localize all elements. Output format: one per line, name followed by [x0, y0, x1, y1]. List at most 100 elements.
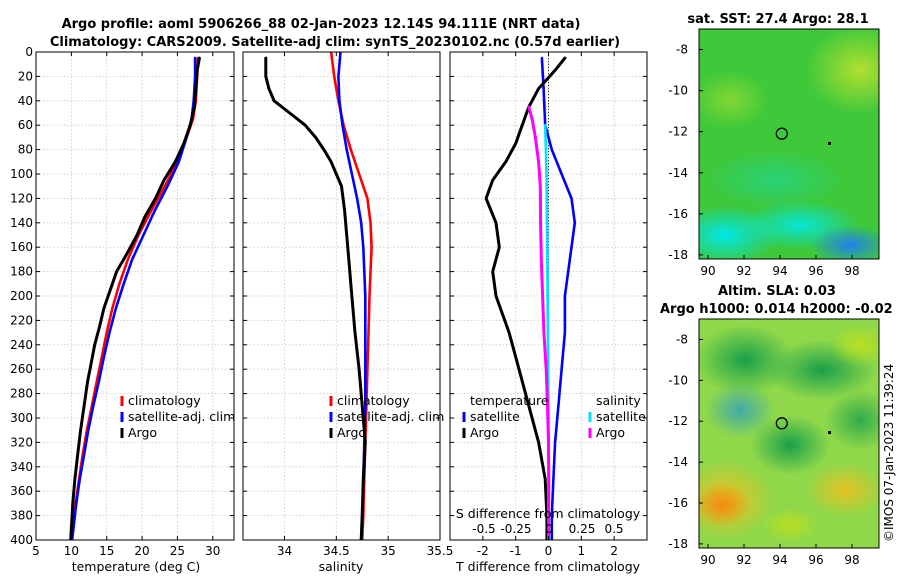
map-y-tick-label: -16 — [668, 496, 688, 510]
temperature-panel: 5 10 15 20 25 3002040608010012014016018020022… — [10, 45, 235, 558]
difference-legend: temperature salinity satellite Argo sate… — [462, 393, 646, 440]
map-y-tick-label: -16 — [668, 207, 688, 221]
temperature-legend: climatology satellite-adj. clim Argo — [120, 393, 235, 440]
series-line-temperature-satellite — [540, 56, 577, 540]
y-tick-label: 60 — [18, 118, 33, 132]
x-tick-label: 34 — [277, 544, 292, 558]
x-tick-label: 25 — [170, 544, 185, 558]
y-tick-label: 260 — [10, 362, 33, 376]
salinity-xlabel: salinity — [319, 559, 364, 574]
legend-label-argo: Argo — [128, 425, 157, 440]
sla-high-patch — [830, 323, 879, 367]
y-tick-label: 180 — [10, 265, 33, 279]
series-line-argo — [264, 56, 367, 540]
y-tick-label: 380 — [10, 509, 33, 523]
sst-map-axes: 90 92 94 96 98 -8 -10 -12 -14 -16 -18 — [668, 43, 859, 278]
x-tick-label: 30 — [205, 544, 220, 558]
legend-label-climatology: climatology — [128, 393, 201, 408]
sst-argo-marker — [775, 127, 788, 140]
y-tick-label: 100 — [10, 167, 33, 181]
legend-header-temperature: temperature — [470, 393, 549, 408]
sla-argo-marker — [775, 417, 788, 430]
legend-label-satellite: satellite-adj. clim — [337, 409, 444, 424]
y-tick-label: 120 — [10, 191, 33, 205]
map-x-tick-label: 92 — [736, 264, 751, 278]
legend-label-t-satellite: satellite — [470, 409, 520, 424]
map-x-tick-label: 98 — [844, 264, 859, 278]
top-tick: 0.5 — [604, 522, 623, 536]
y-tick-label: 0 — [25, 45, 33, 59]
salinity-panel: 34 34.5 35 35.5 — [242, 51, 453, 558]
x-tick-label: -2 — [477, 544, 489, 558]
sla-high-patch — [805, 462, 879, 518]
sla-peak-patch — [699, 483, 750, 527]
sst-warm-patch — [805, 29, 879, 115]
series-group — [69, 56, 201, 540]
series-line-satellite-adj-clim — [70, 56, 197, 540]
map-y-tick-label: -14 — [668, 166, 688, 180]
y-tick-label: 280 — [10, 387, 33, 401]
sst-map-frame — [698, 28, 880, 260]
series-line-salinity-argo — [527, 105, 551, 540]
legend-label-s-argo: Argo — [596, 425, 625, 440]
x-tick-label: 10 — [64, 544, 79, 558]
difference-top-ticks: -0.5 -0.25 0 0.25 0.5 — [472, 522, 623, 536]
x-tick-label: 2 — [610, 544, 618, 558]
series-group — [264, 52, 373, 540]
x-tick-label: 5 — [32, 544, 40, 558]
map-x-tick-label: 94 — [772, 264, 787, 278]
y-tick-label: 240 — [10, 338, 33, 352]
imos-timestamp: ©IMOS 07-Jan-2023 11:39:24 — [882, 364, 896, 542]
salinity-legend: climatology satellite-adj. clim Argo — [329, 393, 444, 440]
legend-label-argo: Argo — [337, 425, 366, 440]
sla-map-title-line2: Argo h1000: 0.014 h2000: -0.02 — [660, 302, 893, 317]
sla-map-axes: 90 92 94 96 98 -8 -10 -12 -14 -16 -18 — [668, 332, 859, 567]
y-tick-label: 400 — [10, 533, 33, 547]
series-line-climatology — [70, 56, 200, 540]
map-x-tick-label: 90 — [700, 553, 715, 567]
series-line-temperature-argo — [484, 56, 567, 540]
legend-label-satellite: satellite-adj. clim — [128, 409, 235, 424]
map-y-tick-label: -10 — [668, 373, 688, 387]
y-tick-label: 20 — [18, 69, 33, 83]
sst-cool-patch — [705, 150, 845, 210]
x-tick-label: 15 — [99, 544, 114, 558]
map-x-tick-label: 98 — [844, 553, 859, 567]
x-tick-label: 0 — [545, 544, 553, 558]
sla-high-patch — [760, 507, 820, 543]
sla-low-patch — [705, 382, 775, 438]
y-tick-label: 320 — [10, 435, 33, 449]
y-tick-label: 300 — [10, 411, 33, 425]
sst-warm-patch — [699, 70, 770, 130]
y-tick-label: 160 — [10, 240, 33, 254]
map-x-tick-label: 96 — [808, 553, 823, 567]
difference-top-label: S difference from climatology — [456, 506, 641, 521]
map-x-tick-label: 94 — [772, 553, 787, 567]
map-y-tick-label: -12 — [668, 414, 688, 428]
y-tick-label: 340 — [10, 460, 33, 474]
sla-map-frame — [698, 318, 880, 549]
y-tick-label: 360 — [10, 484, 33, 498]
y-tick-label: 80 — [18, 143, 33, 157]
legend-label-climatology: climatology — [337, 393, 410, 408]
map-y-tick-label: -14 — [668, 455, 688, 469]
map-x-tick-label: 90 — [700, 264, 715, 278]
sst-island — [828, 142, 831, 145]
sla-low-patch — [750, 415, 830, 475]
legend-header-salinity: salinity — [596, 393, 641, 408]
y-tick-label: 40 — [18, 94, 33, 108]
y-tick-label: 140 — [10, 216, 33, 230]
map-y-tick-label: -12 — [668, 125, 688, 139]
map-y-tick-label: -10 — [668, 84, 688, 98]
figure-title-line2: Climatology: CARS2009. Satellite-adj cli… — [50, 35, 620, 50]
map-x-tick-label: 96 — [808, 264, 823, 278]
sst-map — [699, 29, 879, 259]
difference-panel: -2 -1 0 1 2 — [449, 51, 648, 558]
top-tick: -0.25 — [500, 522, 531, 536]
y-tick-label: 220 — [10, 313, 33, 327]
sla-island — [828, 431, 831, 434]
x-tick-label: 1 — [578, 544, 586, 558]
sla-low-patch — [825, 390, 879, 450]
map-x-tick-label: 92 — [736, 553, 751, 567]
